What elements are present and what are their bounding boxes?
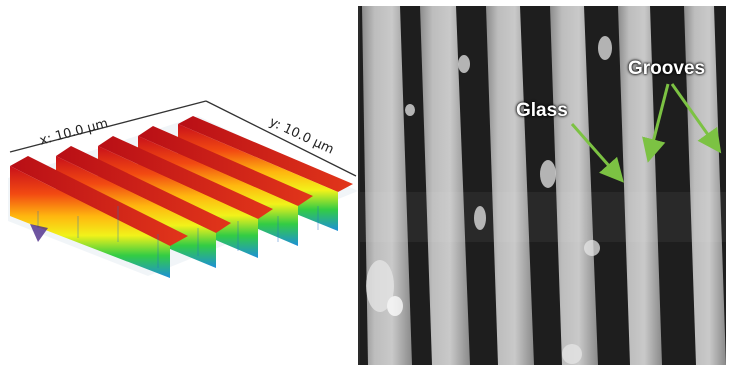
- ridge: [98, 136, 273, 219]
- afm-3d-surface-panel: x: 10.0 µm y: 10.0 µm: [8, 6, 360, 365]
- ridge: [10, 156, 188, 246]
- afm-height-image: [360, 6, 726, 365]
- stripe: [486, 6, 534, 365]
- surface-debris: [366, 36, 612, 364]
- stripe: [618, 6, 662, 365]
- afm-height-image-panel: Glass Grooves: [360, 6, 726, 365]
- x-axis-line: [9, 100, 207, 153]
- grooves-label: Grooves: [628, 58, 706, 79]
- annotation-arrows: [570, 83, 722, 183]
- ridge: [178, 116, 353, 192]
- stripe: [420, 6, 470, 365]
- surface-3d-render: [8, 100, 358, 278]
- ridge: [10, 166, 170, 278]
- groove-arrow: [642, 83, 670, 163]
- ridge: [56, 146, 231, 233]
- groove-arrow: [670, 83, 722, 154]
- scan-noise: [360, 192, 726, 242]
- ridge: [138, 126, 313, 206]
- surface-texture: [37, 206, 319, 268]
- glass-arrow: [570, 123, 624, 183]
- stripe: [684, 6, 726, 365]
- surface-texture: [30, 224, 48, 242]
- y-axis-line: [205, 100, 357, 177]
- glass-label: Glass: [516, 100, 568, 121]
- ridge-group: [10, 116, 353, 278]
- stripe: [550, 6, 598, 365]
